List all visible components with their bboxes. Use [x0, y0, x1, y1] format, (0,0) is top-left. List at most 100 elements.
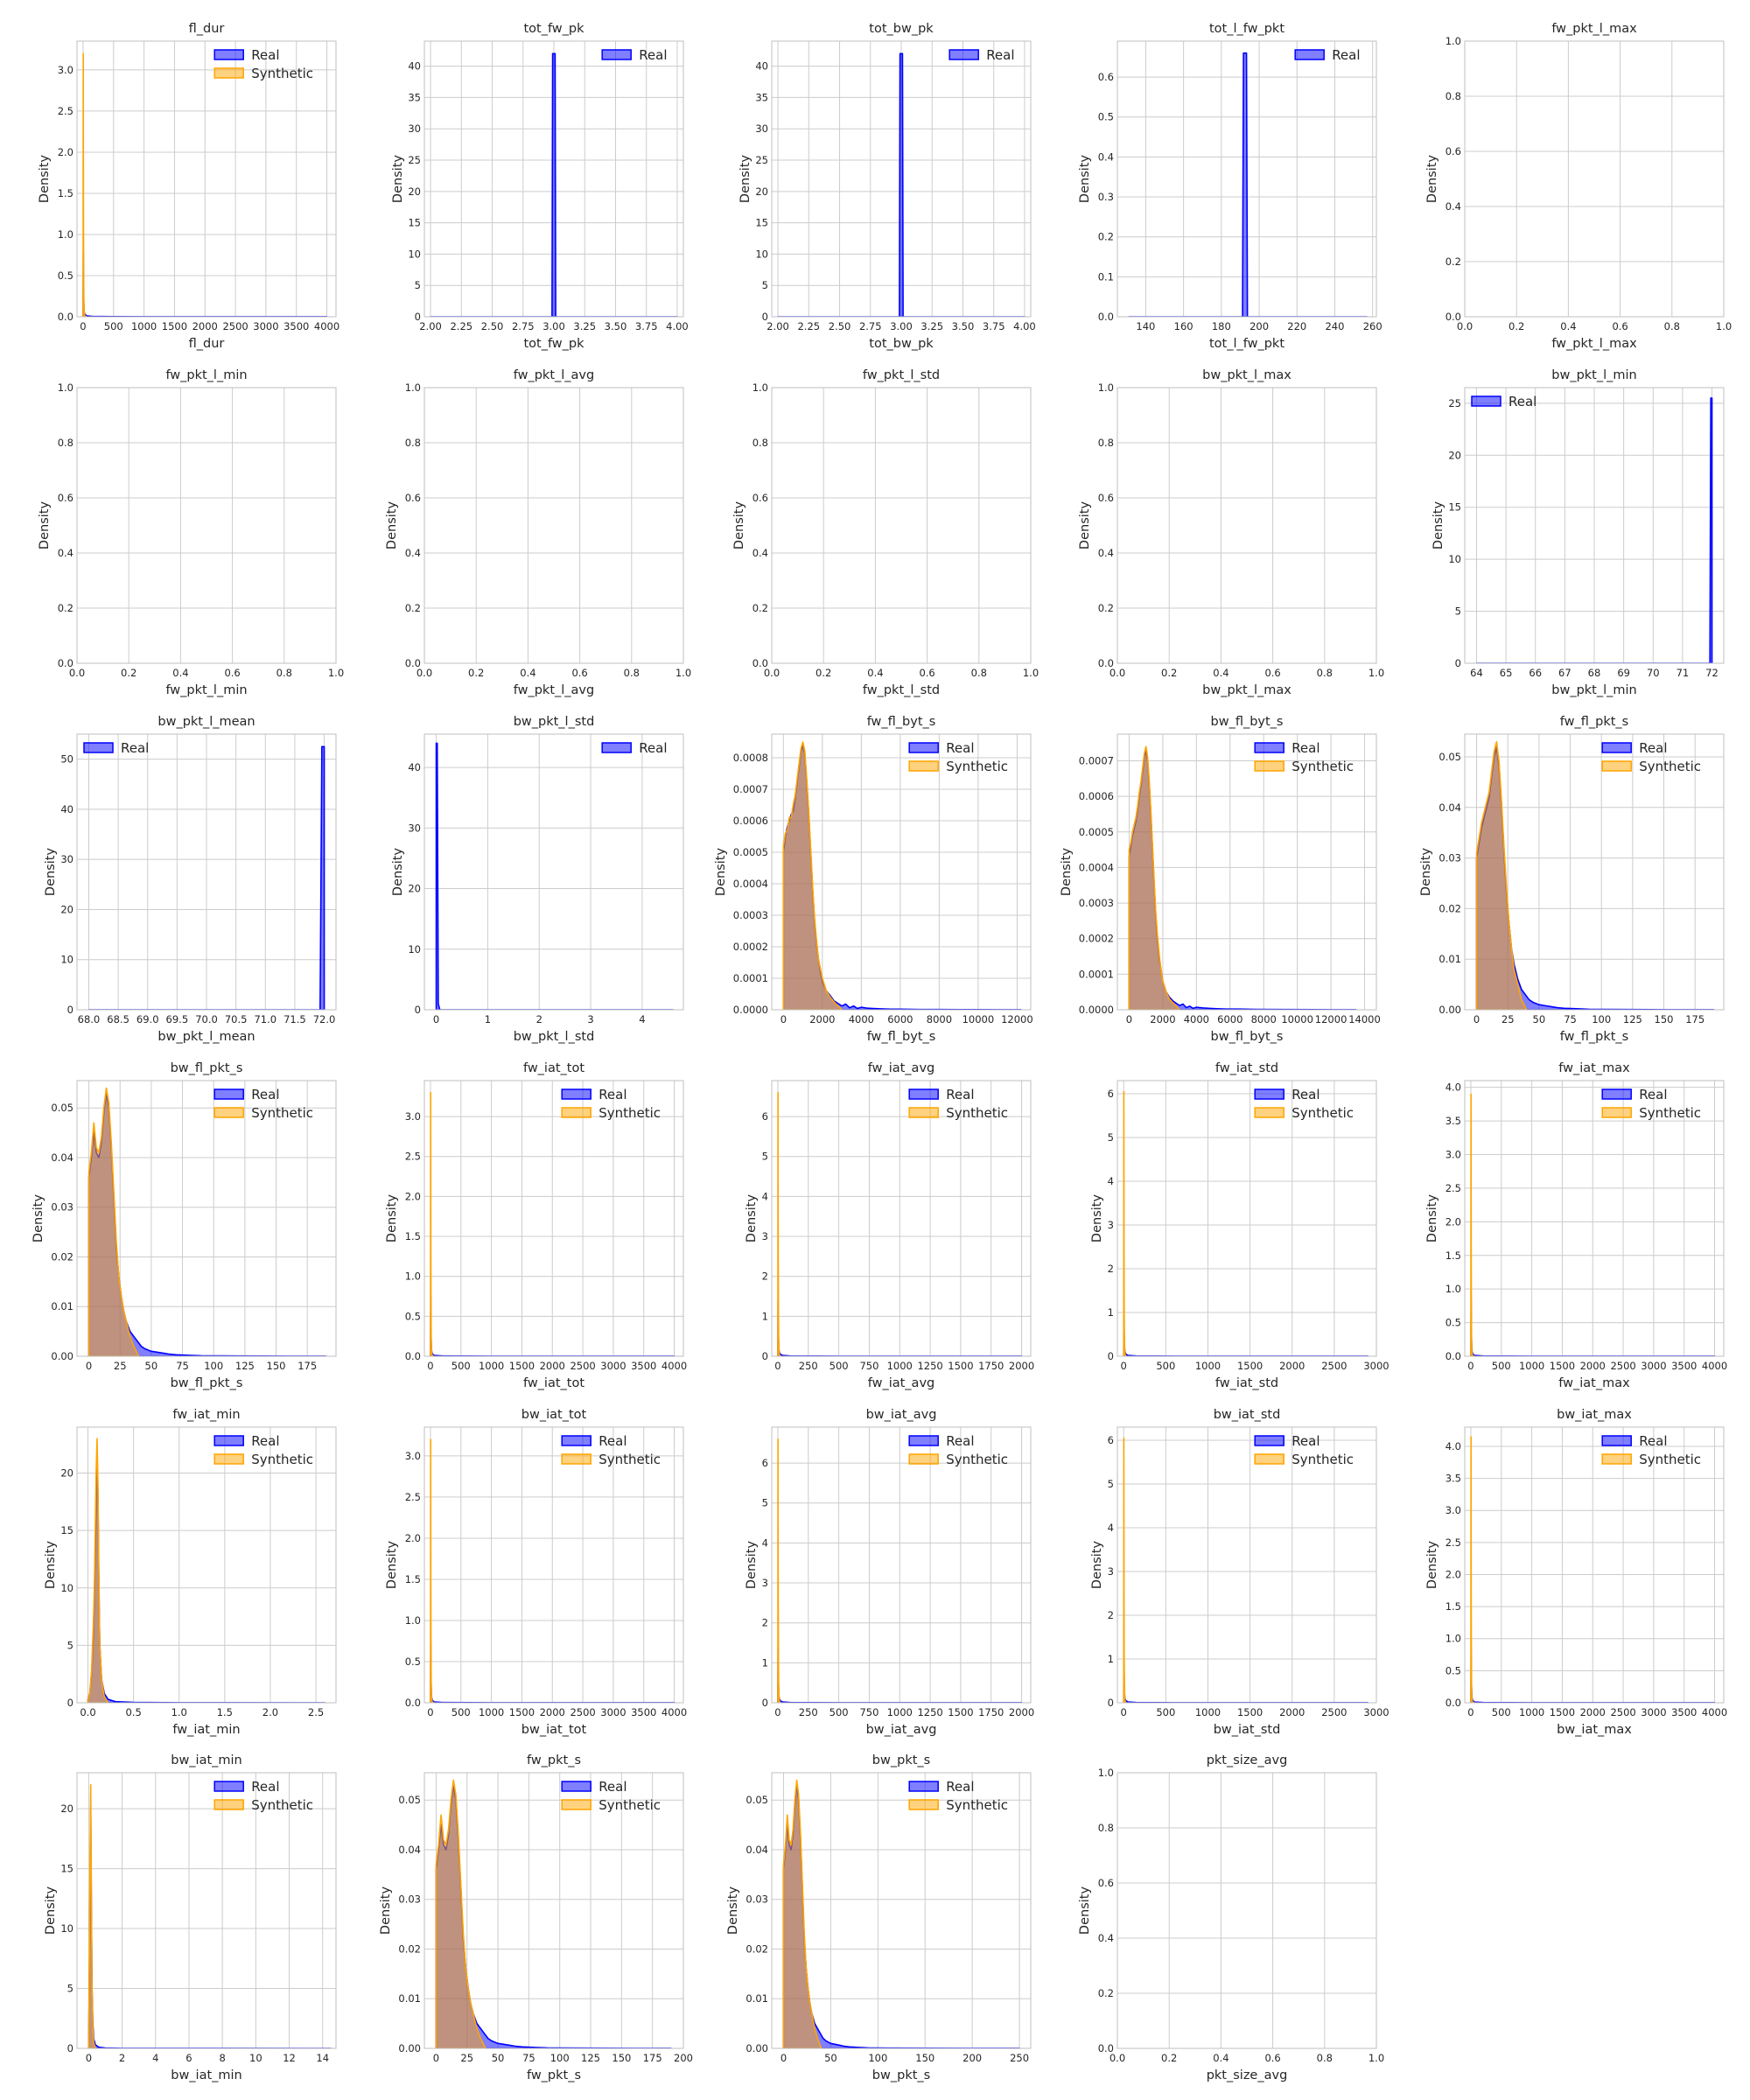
plot-frame — [76, 1426, 337, 1704]
x-tick-label: 2.0 — [262, 1706, 278, 1718]
subplot-bw_iat_tot: 0 500 1000 1500 2000 2500 3000 3500 4000 0.0 0.5 1.… — [385, 1408, 687, 1737]
y-tick-label: 0 — [67, 1004, 74, 1016]
x-tick-label: 0.6 — [224, 667, 240, 679]
x-tick-label: 500 — [1156, 1360, 1175, 1372]
x-tick-label: 750 — [859, 1706, 878, 1718]
x-tick-label: 150 — [915, 2052, 934, 2064]
y-tick-label: 0.6 — [1098, 492, 1114, 504]
legend-label: Real — [1292, 740, 1320, 756]
legend: Real — [1294, 47, 1361, 63]
y-tick-label: 1.0 — [58, 228, 74, 241]
legend-swatch-real — [83, 742, 114, 753]
y-tick-label: 0.0 — [1446, 1697, 1461, 1709]
x-axis-label: bw_pkt_l_std — [514, 1030, 595, 1044]
density-area-synthetic — [1470, 1436, 1475, 1703]
x-axis-label: fw_iat_min — [172, 1723, 240, 1737]
x-tick-label: 0.0 — [69, 667, 85, 679]
y-axis-label: Density — [1060, 848, 1074, 897]
subplot-title: fl_dur — [189, 22, 225, 36]
y-tick-label: 0.8 — [1098, 1822, 1114, 1834]
y-tick-label: 3 — [762, 1577, 768, 1589]
subplot-bw_fl_byt_s: 0 2000 4000 6000 8000 10000 12000 14000 0.0000 0.… — [1060, 715, 1381, 1044]
y-tick-label: 3.0 — [1446, 1149, 1461, 1161]
x-tick-label: 50 — [1533, 1013, 1546, 1026]
x-tick-label: 3000 — [1641, 1360, 1666, 1372]
x-tick-label: 200 — [1250, 320, 1269, 332]
x-tick-label: 2500 — [222, 320, 248, 332]
x-tick-label: 71 — [1676, 667, 1690, 679]
x-tick-label: 0 — [86, 2052, 92, 2064]
subplot-fw_iat_avg: 0 250 500 750 1000 1250 1500 1750 2000 0 1 2 3 4 5 6 fw_… — [745, 1061, 1034, 1390]
x-tick-label: 0.0 — [764, 667, 780, 679]
y-tick-label: 0.0002 — [733, 941, 768, 953]
y-tick-label: 0.1 — [1098, 270, 1114, 283]
x-tick-label: 67 — [1558, 667, 1572, 679]
y-tick-label: 20 — [60, 1467, 74, 1480]
legend-swatch-real — [561, 1435, 592, 1446]
x-tick-label: 1000 — [479, 1360, 504, 1372]
x-tick-label: 25 — [114, 1360, 127, 1372]
x-tick-label: 2.75 — [859, 320, 882, 332]
subplot-title: bw_iat_min — [171, 1754, 242, 1768]
x-tick-label: 500 — [1492, 1360, 1511, 1372]
legend-label: Real — [1639, 1087, 1667, 1102]
x-tick-label: 0.0 — [1110, 2052, 1125, 2064]
y-tick-label: 0 — [762, 311, 768, 323]
x-tick-label: 150 — [1655, 1013, 1674, 1026]
density-area-synthetic — [1128, 746, 1180, 1010]
x-tick-label: 3500 — [631, 1360, 656, 1372]
x-tick-label: 0.8 — [276, 667, 292, 679]
y-axis-label: Density — [1090, 1194, 1104, 1243]
x-tick-label: 1500 — [1550, 1706, 1575, 1718]
x-tick-label: 3500 — [1671, 1360, 1697, 1372]
density-area-synthetic — [1470, 1093, 1475, 1356]
y-axis-label: Density — [44, 1541, 58, 1590]
x-tick-label: 14 — [316, 2052, 329, 2064]
y-tick-label: 0.05 — [51, 1102, 74, 1114]
plot-frame — [771, 733, 1032, 1011]
legend-label: Real — [121, 740, 149, 756]
x-tick-label: 4000 — [1702, 1360, 1727, 1372]
plot-frame — [76, 733, 337, 1011]
x-tick-label: 70.5 — [225, 1013, 248, 1026]
y-axis-label: Density — [385, 1194, 399, 1243]
y-tick-label: 2.0 — [405, 1190, 421, 1202]
x-tick-label: 3.00 — [890, 320, 913, 332]
x-tick-label: 1750 — [978, 1706, 1004, 1718]
x-tick-label: 2.50 — [481, 320, 504, 332]
y-tick-label: 0.4 — [752, 547, 768, 559]
y-tick-label: 0 — [1455, 657, 1461, 669]
density-area-real — [1123, 1649, 1369, 1703]
y-tick-label: 2.0 — [1446, 1568, 1461, 1580]
x-axis-label: pkt_size_avg — [1207, 2068, 1288, 2082]
y-tick-label: 1.0 — [1446, 1283, 1461, 1295]
x-tick-label: 0 — [1121, 1706, 1127, 1718]
y-tick-label: 0.0005 — [1079, 826, 1114, 838]
y-tick-label: 0.6 — [405, 492, 421, 504]
x-tick-label: 4000 — [662, 1706, 687, 1718]
y-tick-label: 0.01 — [1438, 953, 1461, 965]
subplot-fw_pkt_l_std: 0.0 0.2 0.4 0.6 0.8 1.0 0.0 0.2 0.4 0.6 0.8 1.0 fw_p… — [732, 368, 1039, 697]
y-tick-label: 0.5 — [405, 1310, 421, 1322]
subplot-fw_pkt_l_avg: 0.0 0.2 0.4 0.6 0.8 1.0 0.0 0.2 0.4 0.6 0.8 1.0 fw_p… — [385, 368, 691, 697]
legend-label: Synthetic — [598, 1105, 661, 1121]
density-area-synthetic — [87, 1438, 109, 1703]
x-tick-label: 2.00 — [419, 320, 442, 332]
y-tick-label: 15 — [755, 217, 768, 229]
subplot-title: bw_iat_std — [1214, 1408, 1281, 1422]
y-axis-label: Density — [38, 155, 52, 204]
x-tick-label: 160 — [1174, 320, 1194, 332]
legend-label: Real — [251, 47, 279, 63]
legend: Real Synthetic — [908, 1087, 1008, 1121]
y-tick-label: 5 — [762, 279, 768, 291]
y-tick-label: 0.0 — [1446, 311, 1461, 323]
legend-swatch-synthetic — [908, 1453, 939, 1465]
y-tick-label: 20 — [408, 883, 421, 895]
plot-frame — [76, 1772, 337, 2049]
y-tick-label: 1 — [1108, 1653, 1114, 1665]
x-axis-label: fw_fl_pkt_s — [1560, 1030, 1628, 1044]
plot-frame — [771, 1426, 1032, 1704]
x-tick-label: 0 — [780, 2052, 787, 2064]
x-tick-label: 2500 — [570, 1360, 595, 1372]
subplot-title: fw_iat_avg — [868, 1061, 934, 1075]
